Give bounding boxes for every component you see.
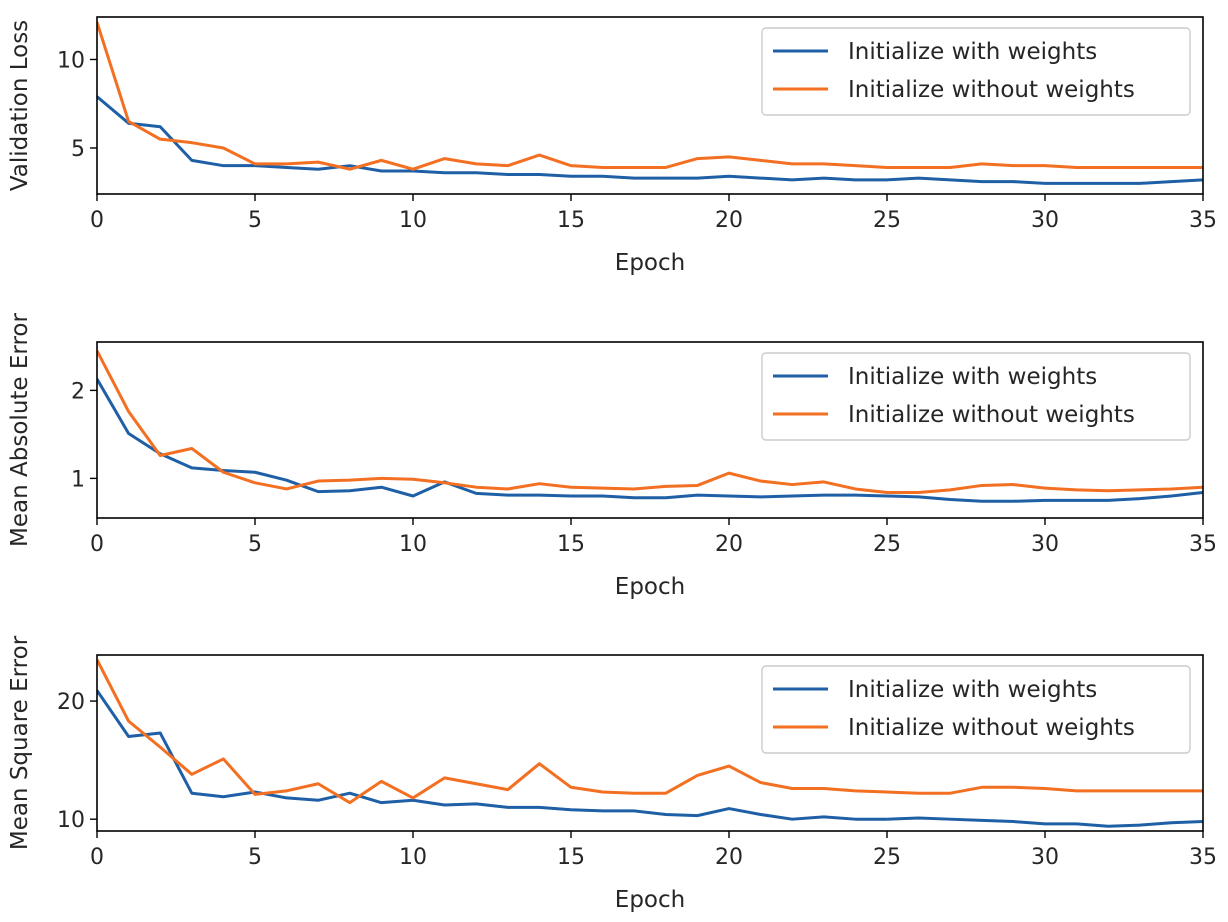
- legend-entry: Initialize with weights: [848, 677, 1097, 703]
- plot-frame: [96, 16, 1204, 195]
- y-tick-label: 1: [71, 467, 85, 492]
- series-line-with-weights: [97, 689, 1203, 828]
- legend: Initialize with weights Initialize withou…: [761, 27, 1191, 116]
- series-line-without-weights: [97, 350, 1203, 494]
- chart-panel-2: 0 5 10 15 20 25 30 35 1 2 Epoch Mean Absolute Error…: [7, 313, 1217, 600]
- legend-entry: Initialize without weights: [848, 77, 1135, 103]
- x-tick-label: 25: [873, 208, 901, 233]
- legend-box: [761, 352, 1191, 441]
- legend-entry: Initialize with weights: [848, 364, 1097, 390]
- x-tick-label: 0: [90, 845, 104, 870]
- legend: Initialize with weights Initialize withou…: [761, 665, 1191, 754]
- x-tick-label: 35: [1189, 845, 1217, 870]
- x-tick-label: 30: [1031, 532, 1059, 557]
- x-tick-label: 10: [399, 208, 427, 233]
- x-tick-label: 15: [557, 532, 585, 557]
- series-line-with-weights: [97, 378, 1203, 503]
- x-tick-label: 0: [90, 208, 104, 233]
- x-tick-label: 5: [248, 532, 262, 557]
- y-axis-label: Validation Loss: [7, 20, 33, 191]
- legend: Initialize with weights Initialize withou…: [761, 352, 1191, 441]
- legend-box: [761, 665, 1191, 754]
- x-tick-label: 5: [248, 845, 262, 870]
- x-axis-label: Epoch: [615, 887, 685, 913]
- x-axis-label: Epoch: [615, 574, 685, 600]
- x-tick-label: 0: [90, 532, 104, 557]
- y-tick-label: 10: [57, 808, 85, 833]
- plot-frame: [96, 341, 1204, 519]
- x-tick-label: 25: [873, 532, 901, 557]
- x-tick-label: 35: [1189, 532, 1217, 557]
- legend-entry: Initialize with weights: [848, 39, 1097, 65]
- x-tick-label: 15: [557, 208, 585, 233]
- x-tick-label: 35: [1189, 208, 1217, 233]
- y-axis-label: Mean Square Error: [7, 635, 33, 850]
- x-axis-label: Epoch: [615, 250, 685, 276]
- x-tick-label: 30: [1031, 845, 1059, 870]
- x-tick-label: 30: [1031, 208, 1059, 233]
- x-tick-label: 20: [715, 532, 743, 557]
- x-tick-label: 10: [399, 532, 427, 557]
- y-tick-label: 2: [71, 379, 85, 404]
- chart-panel-1: 0 5 10 15 20 25 30 35 5 10 Epoch Validation Loss Ini…: [7, 16, 1217, 276]
- x-tick-label: 25: [873, 845, 901, 870]
- legend-entry: Initialize without weights: [848, 402, 1135, 428]
- series-line-without-weights: [97, 659, 1203, 805]
- y-axis-label: Mean Absolute Error: [7, 313, 33, 547]
- x-tick-label: 20: [715, 208, 743, 233]
- x-tick-label: 15: [557, 845, 585, 870]
- legend-entry: Initialize without weights: [848, 715, 1135, 741]
- series-line-with-weights: [97, 95, 1203, 185]
- legend-box: [761, 27, 1191, 116]
- x-tick-label: 5: [248, 208, 262, 233]
- series-line-without-weights: [97, 21, 1203, 171]
- y-tick-label: 10: [57, 48, 85, 73]
- y-tick-label: 5: [71, 137, 85, 162]
- plot-frame: [96, 654, 1204, 832]
- y-tick-label: 20: [57, 690, 85, 715]
- x-tick-label: 10: [399, 845, 427, 870]
- x-tick-label: 20: [715, 845, 743, 870]
- chart-panel-3: 0 5 10 15 20 25 30 35 10 20 Epoch Mean Square Error…: [7, 635, 1217, 913]
